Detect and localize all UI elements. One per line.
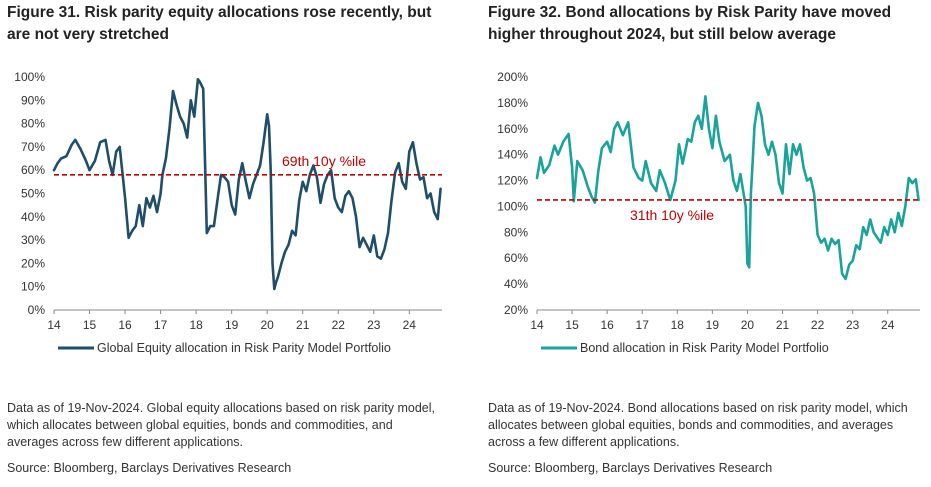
y-tick-label: 80% bbox=[21, 117, 45, 131]
x-tick-label: 23 bbox=[846, 318, 860, 332]
figure-note: Data as of 19-Nov-2024. Global equity al… bbox=[7, 401, 436, 449]
y-tick-label: 0% bbox=[28, 303, 46, 317]
figure-source: Source: Bloomberg, Barclays Derivatives … bbox=[488, 461, 773, 475]
legend-label: Global Equity allocation in Risk Parity … bbox=[97, 341, 391, 355]
y-tick-label: 70% bbox=[21, 140, 45, 154]
x-tick-label: 22 bbox=[811, 318, 825, 332]
x-tick-label: 21 bbox=[296, 318, 310, 332]
bond-allocation-chart: 20% 40% 60% 80% 100% 120% 140% 160% 180% 200% 14 15… bbox=[497, 70, 920, 355]
x-tick-label: 21 bbox=[776, 318, 790, 332]
y-tick-label: 160% bbox=[497, 122, 528, 136]
y-tick-label: 20% bbox=[504, 303, 528, 317]
equity-allocation-chart: 0% 10% 20% 30% 40% 50% 60% 70% 80% 90% 100% 14 15 16 1… bbox=[14, 70, 442, 355]
x-tick-label: 18 bbox=[189, 318, 203, 332]
figure-title: Figure 31. Risk parity equity allocation… bbox=[7, 4, 432, 43]
y-tick-label: 80% bbox=[504, 225, 528, 239]
y-tick-label: 50% bbox=[21, 187, 45, 201]
x-tick-label: 19 bbox=[225, 318, 239, 332]
y-tick-label: 10% bbox=[21, 280, 45, 294]
x-tick-label: 22 bbox=[332, 318, 346, 332]
y-tick-label: 200% bbox=[497, 70, 528, 84]
series-line bbox=[52, 77, 442, 291]
y-tick-label: 40% bbox=[504, 277, 528, 291]
y-tick-label: 180% bbox=[497, 96, 528, 110]
x-tick-label: 17 bbox=[154, 318, 168, 332]
x-tick-label: 20 bbox=[741, 318, 755, 332]
x-tick-label: 16 bbox=[118, 318, 132, 332]
y-tick-label: 30% bbox=[21, 233, 45, 247]
y-tick-label: 60% bbox=[21, 163, 45, 177]
y-tick-label: 140% bbox=[497, 148, 528, 162]
y-tick-label: 20% bbox=[21, 256, 45, 270]
figure-title: Figure 32. Bond allocations by Risk Pari… bbox=[488, 4, 892, 43]
y-tick-label: 120% bbox=[497, 174, 528, 188]
x-tick-label: 17 bbox=[636, 318, 650, 332]
figure-32-panel: Figure 32. Bond allocations by Risk Pari… bbox=[484, 0, 931, 487]
figure-source: Source: Bloomberg, Barclays Derivatives … bbox=[7, 461, 292, 475]
y-tick-label: 100% bbox=[14, 70, 45, 84]
y-tick-label: 60% bbox=[504, 251, 528, 265]
x-tick-label: 18 bbox=[671, 318, 685, 332]
y-tick-label: 100% bbox=[497, 199, 528, 213]
series-line bbox=[535, 95, 920, 281]
x-tick-label: 24 bbox=[403, 318, 417, 332]
figure-31-panel: Figure 31. Risk parity equity allocation… bbox=[0, 0, 455, 487]
figure-note: Data as of 19-Nov-2024. Bond allocations… bbox=[488, 401, 908, 449]
x-tick-label: 16 bbox=[600, 318, 614, 332]
x-tick-label: 14 bbox=[47, 318, 61, 332]
x-tick-label: 15 bbox=[83, 318, 97, 332]
x-tick-label: 19 bbox=[706, 318, 720, 332]
legend-label: Bond allocation in Risk Parity Model Por… bbox=[580, 341, 829, 355]
x-tick-label: 15 bbox=[565, 318, 579, 332]
y-tick-label: 90% bbox=[21, 93, 45, 107]
x-tick-label: 20 bbox=[261, 318, 275, 332]
reference-line-label: 69th 10y %ile bbox=[282, 153, 366, 169]
x-tick-label: 14 bbox=[530, 318, 544, 332]
x-tick-label: 23 bbox=[367, 318, 381, 332]
reference-line-label: 31th 10y %ile bbox=[630, 207, 714, 223]
x-tick-label: 24 bbox=[881, 318, 895, 332]
y-tick-label: 40% bbox=[21, 210, 45, 224]
